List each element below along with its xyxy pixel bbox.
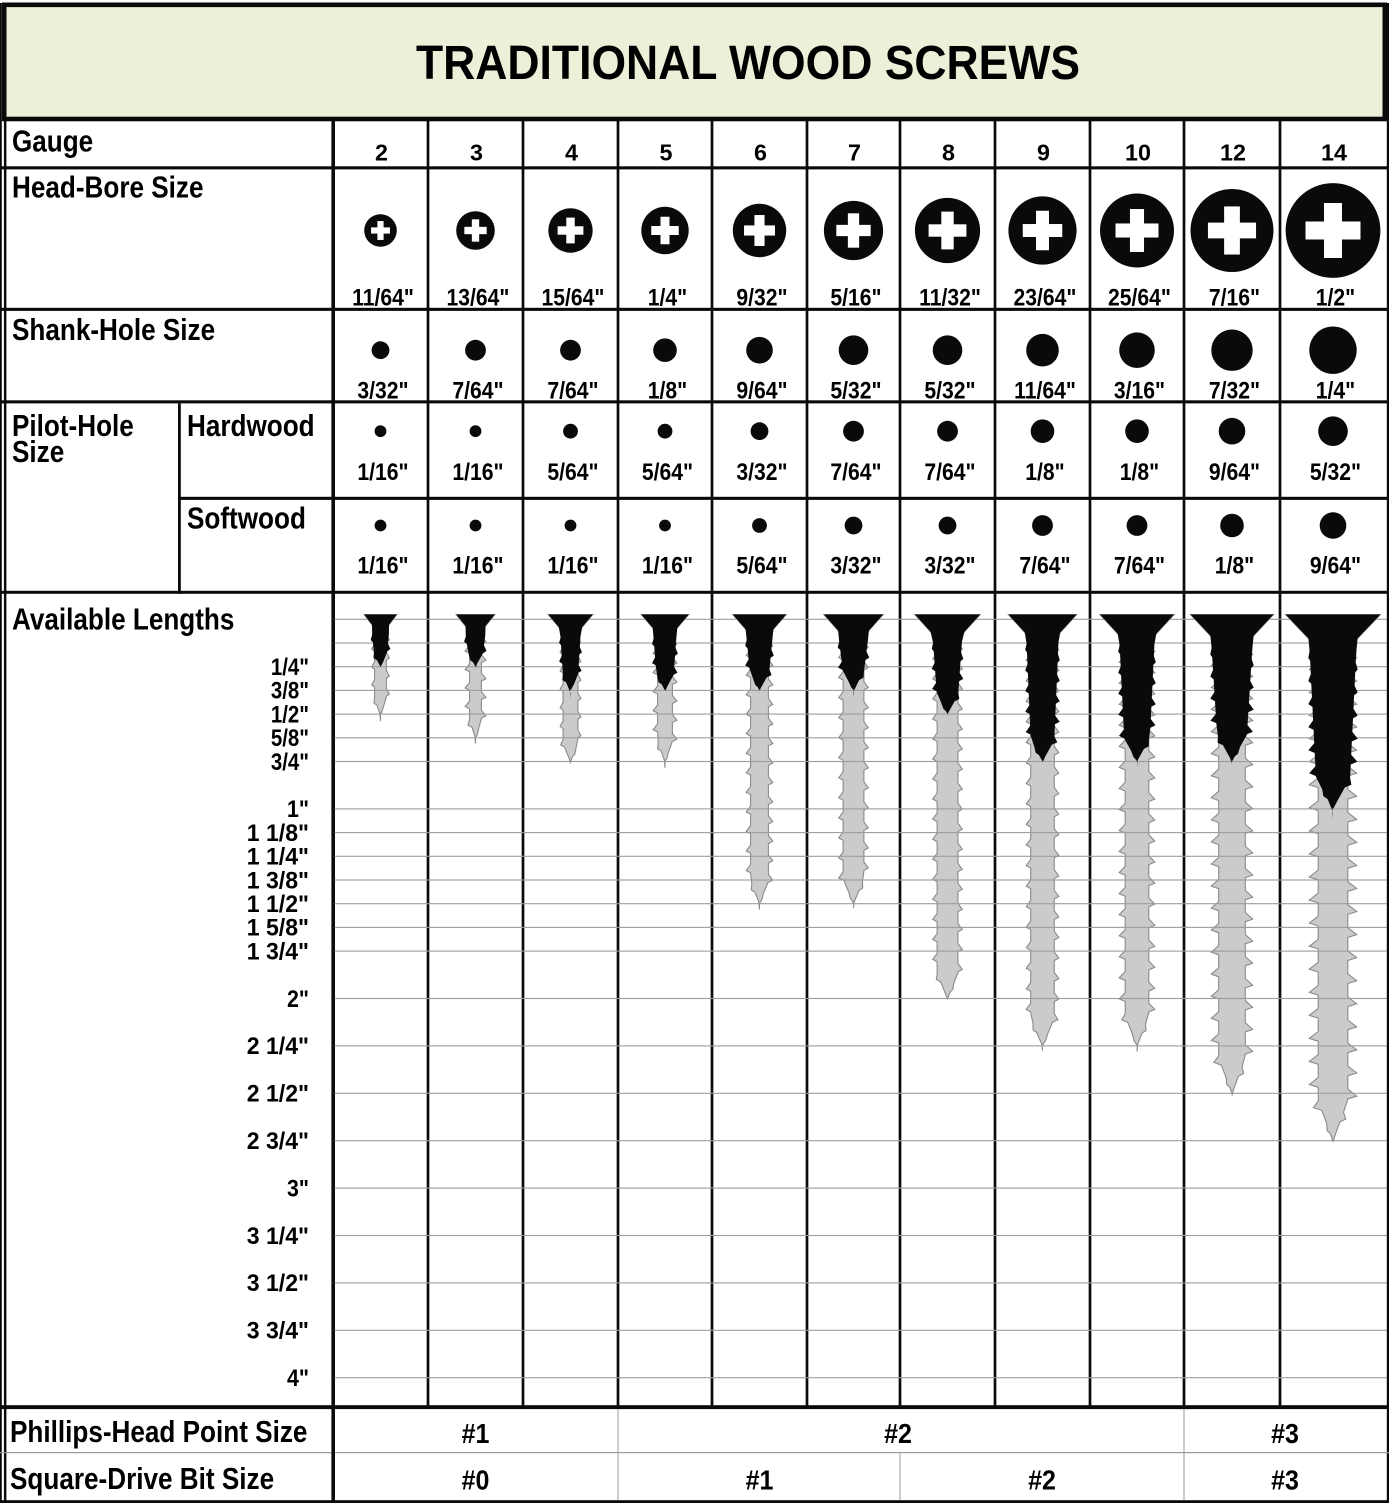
svg-text:3: 3 <box>470 139 483 165</box>
svg-text:9/64": 9/64" <box>1310 552 1361 579</box>
svg-text:#3: #3 <box>1271 1465 1299 1496</box>
svg-text:5/8": 5/8" <box>271 725 309 752</box>
svg-text:3 3/4": 3 3/4" <box>247 1318 309 1345</box>
svg-text:5/64": 5/64" <box>547 459 598 486</box>
svg-text:3/16": 3/16" <box>1114 378 1165 405</box>
svg-text:1 1/8": 1 1/8" <box>247 820 309 847</box>
svg-text:5/32": 5/32" <box>830 378 881 405</box>
svg-text:3/8": 3/8" <box>271 678 309 705</box>
svg-text:#0: #0 <box>462 1465 490 1496</box>
svg-text:1/8": 1/8" <box>1025 459 1064 486</box>
svg-text:25/64": 25/64" <box>1108 284 1171 311</box>
svg-text:2 1/2": 2 1/2" <box>247 1081 309 1108</box>
svg-text:#2: #2 <box>884 1418 912 1449</box>
svg-text:3/32": 3/32" <box>830 552 881 579</box>
svg-text:7/64": 7/64" <box>452 378 503 405</box>
svg-text:Pilot-Hole: Pilot-Hole <box>12 409 134 443</box>
svg-text:#2: #2 <box>1028 1465 1056 1496</box>
svg-text:1/4": 1/4" <box>271 654 309 681</box>
svg-text:5/64": 5/64" <box>736 552 787 579</box>
svg-text:11/64": 11/64" <box>352 284 414 311</box>
svg-text:9: 9 <box>1037 139 1050 165</box>
svg-text:2 1/4": 2 1/4" <box>247 1033 309 1060</box>
svg-text:1 3/8": 1 3/8" <box>247 867 309 894</box>
svg-text:Shank-Hole Size: Shank-Hole Size <box>12 313 215 347</box>
svg-text:7: 7 <box>848 139 861 165</box>
svg-text:3/4": 3/4" <box>271 749 309 776</box>
svg-text:7/64": 7/64" <box>830 459 881 486</box>
svg-text:Available Lengths: Available Lengths <box>12 603 234 637</box>
svg-text:1 5/8": 1 5/8" <box>247 915 309 942</box>
svg-text:#3: #3 <box>1271 1418 1299 1449</box>
svg-text:Square-Drive Bit Size: Square-Drive Bit Size <box>10 1462 274 1496</box>
svg-text:1 1/2": 1 1/2" <box>247 891 309 918</box>
svg-text:3 1/2": 3 1/2" <box>247 1270 309 1297</box>
svg-text:1/4": 1/4" <box>1316 378 1355 405</box>
svg-text:Hardwood: Hardwood <box>187 409 315 443</box>
svg-text:7/16": 7/16" <box>1209 284 1260 311</box>
svg-text:5/32": 5/32" <box>924 378 975 405</box>
svg-text:#1: #1 <box>746 1465 774 1496</box>
svg-text:11/64": 11/64" <box>1014 378 1076 405</box>
svg-text:8: 8 <box>942 139 955 165</box>
svg-text:4": 4" <box>287 1365 309 1392</box>
svg-text:4: 4 <box>565 139 578 165</box>
svg-text:9/32": 9/32" <box>736 284 787 311</box>
svg-text:5/16": 5/16" <box>830 284 881 311</box>
svg-text:15/64": 15/64" <box>542 284 605 311</box>
svg-text:1/16": 1/16" <box>642 552 693 579</box>
svg-text:9/64": 9/64" <box>1209 459 1260 486</box>
svg-text:1/2": 1/2" <box>1316 284 1355 311</box>
svg-text:Phillips-Head Point Size: Phillips-Head Point Size <box>10 1415 307 1449</box>
svg-text:1/2": 1/2" <box>271 701 309 728</box>
svg-text:7/32": 7/32" <box>1209 378 1260 405</box>
svg-text:#1: #1 <box>462 1418 490 1449</box>
svg-text:Head-Bore Size: Head-Bore Size <box>12 171 204 205</box>
svg-text:Gauge: Gauge <box>12 125 93 159</box>
svg-text:13/64": 13/64" <box>447 284 510 311</box>
svg-text:7/64": 7/64" <box>924 459 975 486</box>
svg-text:7/64": 7/64" <box>1019 552 1070 579</box>
svg-text:TRADITIONAL WOOD SCREWS: TRADITIONAL WOOD SCREWS <box>416 37 1080 90</box>
svg-text:Softwood: Softwood <box>187 502 306 536</box>
svg-text:1": 1" <box>287 796 309 823</box>
svg-text:23/64": 23/64" <box>1014 284 1077 311</box>
svg-text:14: 14 <box>1321 139 1347 165</box>
svg-text:7/64": 7/64" <box>1114 552 1165 579</box>
svg-text:12: 12 <box>1220 139 1246 165</box>
svg-text:9/64": 9/64" <box>736 378 787 405</box>
svg-text:11/32": 11/32" <box>919 284 981 311</box>
svg-text:1/8": 1/8" <box>1215 552 1254 579</box>
svg-text:1/16": 1/16" <box>547 552 598 579</box>
svg-text:5/64": 5/64" <box>642 459 693 486</box>
svg-text:3/32": 3/32" <box>924 552 975 579</box>
svg-text:7/64": 7/64" <box>547 378 598 405</box>
svg-text:1/16": 1/16" <box>452 552 503 579</box>
svg-text:2 3/4": 2 3/4" <box>247 1128 309 1155</box>
svg-text:1 1/4": 1 1/4" <box>247 844 309 871</box>
svg-text:3 1/4": 3 1/4" <box>247 1223 309 1250</box>
svg-text:1/8": 1/8" <box>648 378 687 405</box>
svg-text:5: 5 <box>660 139 673 165</box>
svg-text:1/4": 1/4" <box>648 284 687 311</box>
svg-text:1/16": 1/16" <box>357 552 408 579</box>
svg-text:6: 6 <box>754 139 767 165</box>
svg-text:2: 2 <box>375 139 388 165</box>
svg-text:1/16": 1/16" <box>357 459 408 486</box>
svg-text:Size: Size <box>12 435 64 469</box>
svg-text:2": 2" <box>287 986 309 1013</box>
svg-text:5/32": 5/32" <box>1310 459 1361 486</box>
svg-text:3/32": 3/32" <box>736 459 787 486</box>
svg-text:3/32": 3/32" <box>357 378 408 405</box>
svg-text:3": 3" <box>287 1175 309 1202</box>
svg-text:10: 10 <box>1125 139 1151 165</box>
svg-text:1/8": 1/8" <box>1120 459 1159 486</box>
svg-text:1/16": 1/16" <box>452 459 503 486</box>
svg-text:1 3/4": 1 3/4" <box>247 938 309 965</box>
